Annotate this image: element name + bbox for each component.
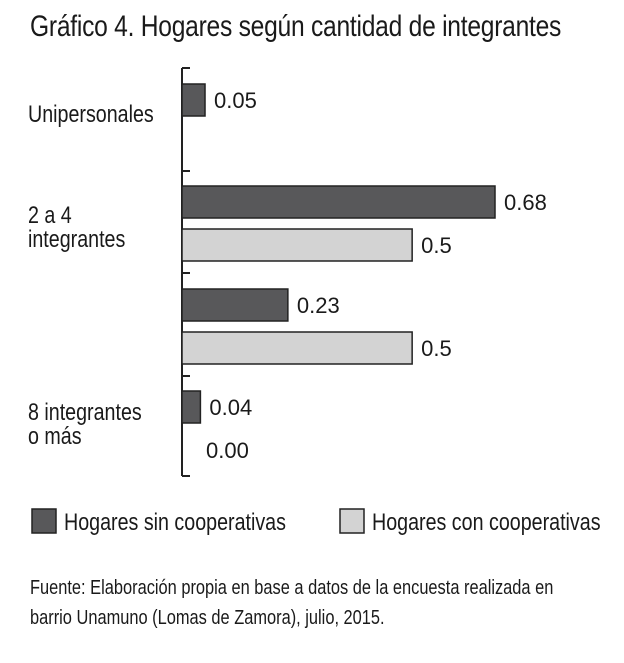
value-label: 0.68 [504, 190, 547, 215]
value-label: 0.05 [214, 88, 257, 113]
value-label: 0.04 [209, 395, 252, 420]
bar-sin-2 [181, 288, 289, 322]
value-label: 0.23 [297, 293, 340, 318]
category-label: 8 integrantes [28, 398, 142, 425]
source-line-1: Fuente: Elaboración propia en base a dat… [30, 577, 554, 599]
source-line-2: barrio Unamuno (Lomas de Zamora), julio,… [30, 607, 385, 629]
source-note: Fuente: Elaboración propia en base a dat… [30, 573, 604, 633]
value-labels: 0.05 0.68 0.23 0.04 0.5 0.5 0.00 [206, 88, 547, 463]
bar-sin-1 [181, 185, 496, 219]
bar-sin-0 [181, 83, 206, 117]
category-label: Unipersonales [28, 100, 154, 127]
legend: Hogares sin cooperativas Hogares con coop… [31, 508, 601, 535]
category-label: 2 a 4 [28, 201, 72, 228]
chart-title: Gráfico 4. Hogares según cantidad de int… [30, 10, 562, 43]
category-label: o más [28, 422, 82, 449]
legend-swatch [339, 508, 365, 534]
legend-label: Hogares con cooperativas [372, 508, 601, 535]
legend-label: Hogares sin cooperativas [64, 508, 286, 535]
bar-con-2 [181, 331, 413, 365]
value-label: 0.5 [421, 233, 452, 258]
category-label: integrantes [28, 225, 125, 252]
bar-con-1 [181, 228, 413, 262]
legend-swatch [31, 508, 57, 534]
bar-sin-3 [181, 390, 202, 424]
value-label: 0.00 [206, 438, 249, 463]
value-label: 0.5 [421, 336, 452, 361]
bars [181, 83, 496, 424]
